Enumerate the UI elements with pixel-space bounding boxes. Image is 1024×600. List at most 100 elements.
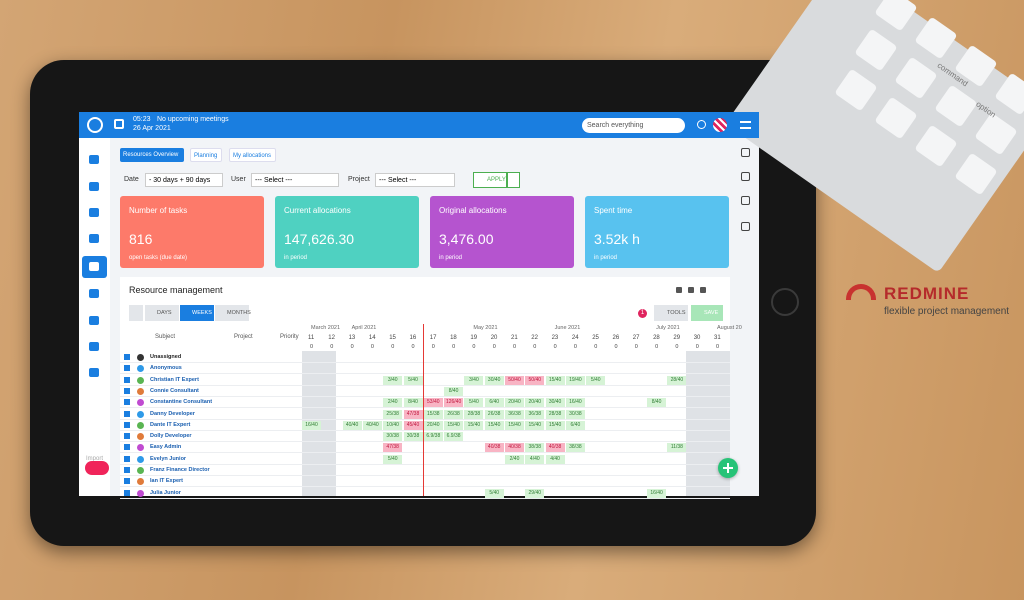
- apply-toggle[interactable]: [507, 172, 520, 188]
- allocation-cell: 40/40: [342, 420, 362, 430]
- card-note: open tasks (due date): [129, 255, 188, 261]
- week-label: 18: [450, 335, 457, 341]
- avatar[interactable]: [713, 118, 727, 132]
- week-label: 22: [531, 335, 538, 341]
- week-total: 0: [370, 344, 374, 350]
- week-label: 19: [470, 335, 478, 341]
- user-name[interactable]: Connie Consultant: [150, 387, 199, 394]
- side-tool[interactable]: [741, 196, 750, 205]
- user-name[interactable]: Dolly Developer: [150, 433, 192, 440]
- save-button[interactable]: SAVE: [691, 305, 723, 321]
- expand-icon[interactable]: [124, 444, 130, 451]
- allocation-cell: 15/38: [423, 409, 443, 419]
- user-name[interactable]: Julia Junior: [150, 489, 181, 496]
- expand-icon[interactable]: [124, 365, 130, 372]
- sidebar-icon[interactable]: [89, 289, 99, 298]
- expand-icon[interactable]: [124, 467, 130, 473]
- apply-button[interactable]: APPLY: [473, 172, 507, 188]
- search[interactable]: Search everything: [582, 118, 685, 133]
- tab[interactable]: Resources Overview: [120, 148, 184, 162]
- view-icon[interactable]: [129, 305, 143, 321]
- sidebar-icon[interactable]: [89, 316, 99, 325]
- row-line: [120, 486, 730, 488]
- select[interactable]: - 30 days + 90 days: [145, 173, 223, 187]
- side-tool[interactable]: [741, 148, 750, 157]
- allocation-cell: 20/40: [423, 420, 443, 430]
- sidebar-icon[interactable]: [89, 262, 99, 271]
- menu-icon[interactable]: [740, 121, 751, 129]
- expand-icon[interactable]: [124, 354, 130, 360]
- allocation-cell: 38/38: [525, 443, 545, 453]
- import-button[interactable]: [85, 461, 109, 475]
- select[interactable]: --- Select ---: [375, 173, 455, 187]
- expand-icon[interactable]: [124, 421, 130, 428]
- expand-icon[interactable]: [124, 399, 130, 406]
- week-label: 23: [551, 335, 559, 341]
- allocation-cell: 15/40: [484, 420, 504, 430]
- sidebar-icon[interactable]: [89, 234, 99, 243]
- allocation-cell: 4/40: [525, 454, 545, 464]
- row-line: [120, 441, 730, 443]
- side-tool[interactable]: [741, 172, 750, 181]
- panel-icon[interactable]: [700, 287, 706, 293]
- view-button[interactable]: WEEKS: [180, 305, 214, 321]
- week-total: 0: [594, 344, 598, 350]
- view-button[interactable]: MONTHS: [215, 305, 251, 321]
- user-name[interactable]: Anonymous: [150, 365, 182, 372]
- user-name[interactable]: Dante IT Expert: [150, 421, 191, 428]
- tab[interactable]: Planning: [190, 148, 222, 162]
- allocation-cell: 30/38: [565, 409, 585, 419]
- user-name[interactable]: Danny Developer: [150, 410, 195, 417]
- expand-icon[interactable]: [124, 387, 130, 394]
- logo[interactable]: [87, 117, 103, 133]
- allocation-cell: 29/40: [525, 488, 545, 498]
- user-name[interactable]: Easy Admin: [150, 444, 182, 451]
- allocation-cell: 6.9/38: [444, 432, 464, 442]
- user-name[interactable]: Christian IT Expert: [150, 376, 199, 383]
- sidebar-icon[interactable]: [89, 182, 99, 191]
- home-button[interactable]: [771, 288, 799, 316]
- expand-icon[interactable]: [124, 410, 130, 417]
- tools-button[interactable]: TOOLS: [654, 305, 688, 321]
- user-name[interactable]: Franz Finance Director: [150, 467, 210, 473]
- calendar-icon: [114, 119, 124, 129]
- view-button[interactable]: DAYS: [145, 305, 179, 321]
- expand-icon[interactable]: [124, 376, 130, 383]
- power-icon[interactable]: [697, 120, 706, 129]
- user-icon: [137, 467, 144, 474]
- user-icon: [137, 478, 144, 486]
- filter-label: User: [231, 176, 246, 183]
- expand-icon[interactable]: [124, 455, 130, 462]
- week-label: 26: [612, 335, 620, 341]
- user-name[interactable]: Constantine Consultant: [150, 399, 213, 406]
- week-total: 0: [553, 344, 557, 350]
- card-note: in period: [439, 255, 463, 261]
- allocation-cell: 6.9/38: [423, 432, 443, 442]
- allocation-cell: 6/40: [565, 420, 585, 430]
- column-header: Subject: [155, 334, 176, 340]
- allocation-cell: 15/40: [505, 420, 524, 430]
- panel-icon[interactable]: [688, 287, 694, 293]
- side-tool[interactable]: [741, 222, 750, 231]
- select[interactable]: --- Select ---: [251, 173, 339, 187]
- sidebar-icon[interactable]: [89, 342, 99, 351]
- allocation-cell: 50/40: [525, 375, 545, 385]
- expand-icon[interactable]: [124, 478, 130, 485]
- sidebar-icon[interactable]: [89, 368, 99, 377]
- user-name[interactable]: Ian IT Expert: [150, 478, 184, 485]
- tab[interactable]: My allocations: [229, 148, 276, 162]
- allocation-cell: 3/40: [383, 375, 403, 385]
- allocation-cell: 40/38: [505, 443, 524, 453]
- week-label: 12: [328, 335, 335, 341]
- expand-icon[interactable]: [124, 489, 130, 496]
- allocation-cell: 15/40: [545, 420, 565, 430]
- user-icon: [137, 399, 144, 407]
- allocation-cell: 16/40: [647, 488, 667, 498]
- expand-icon[interactable]: [124, 433, 130, 440]
- user-icon: [137, 489, 144, 497]
- sidebar-icon[interactable]: [89, 208, 99, 217]
- sidebar-icon[interactable]: [89, 155, 99, 164]
- panel-icon[interactable]: [676, 287, 682, 293]
- allocation-cell: 40/40: [362, 420, 382, 430]
- user-name[interactable]: Evelyn Junior: [150, 455, 187, 462]
